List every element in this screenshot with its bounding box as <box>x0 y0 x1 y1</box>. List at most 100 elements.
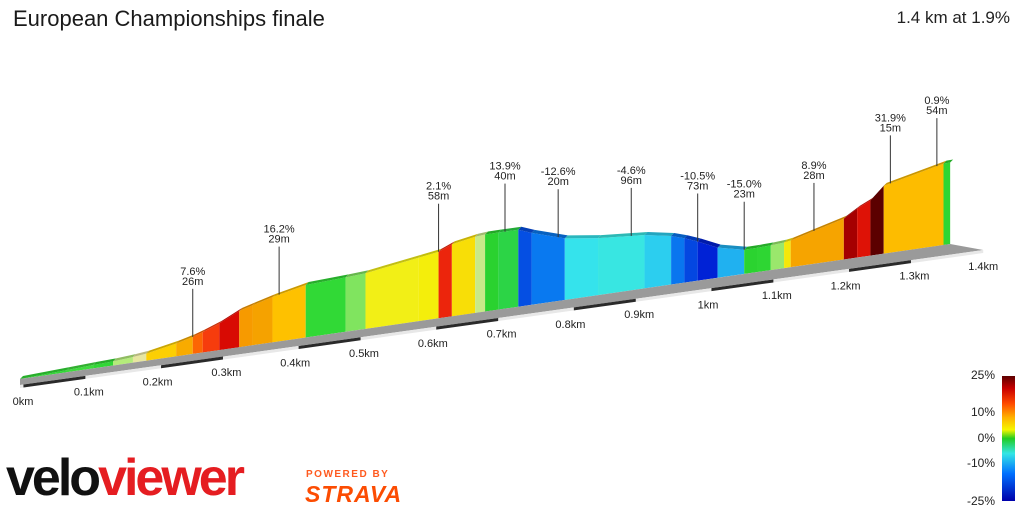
annotation-length: 28m <box>803 170 824 182</box>
gradient-segment <box>475 234 486 313</box>
gradient-segment <box>498 229 519 310</box>
annotation-grade: 7.6% <box>180 266 205 278</box>
gradient-segment <box>744 247 758 274</box>
page-title: European Championships finale <box>13 6 325 31</box>
distance-dash <box>298 337 361 349</box>
annotation-length: 54m <box>926 105 947 117</box>
gradient-segment-top <box>345 270 369 278</box>
gradient-segment-top <box>252 293 276 306</box>
annotation-length: 96m <box>621 175 642 187</box>
x-tick-label: 1.1km <box>762 290 792 302</box>
gradient-segment-top <box>475 231 489 237</box>
gradient-segment-top <box>305 274 349 285</box>
gradient-segment <box>305 277 346 338</box>
annotation-grade: -4.6% <box>617 165 646 177</box>
gradient-segment-top <box>451 233 479 245</box>
x-tick-label: 1.2km <box>831 280 861 292</box>
annotation-grade: 31.9% <box>875 112 906 124</box>
gradient-segment <box>790 218 844 268</box>
gradient-segment <box>202 323 220 353</box>
annotation-length: 29m <box>268 234 289 246</box>
x-tick-label: 1.3km <box>899 271 929 283</box>
gradient-segment-top <box>843 205 861 219</box>
annotation-grade: -15.0% <box>727 179 762 191</box>
gradient-segment-top <box>883 160 947 186</box>
gradient-segment <box>784 240 791 269</box>
gradient-segment-top <box>365 254 422 274</box>
veloviewer-logo: veloviewer <box>6 448 245 508</box>
gradient-segment <box>93 361 114 369</box>
annotation-grade: 2.1% <box>426 181 451 193</box>
gradient-segment-top <box>66 362 97 371</box>
annotation-grade: 8.9% <box>801 160 826 172</box>
logo-velo: velo <box>6 449 101 507</box>
gradient-segment-top <box>790 215 847 241</box>
annotation-length: 58m <box>428 191 449 203</box>
annotation-length: 23m <box>733 189 754 201</box>
x-tick-label: 1km <box>698 300 719 312</box>
powered-by-label: POWERED BY <box>306 469 390 480</box>
distance-dash <box>436 318 499 330</box>
gradient-segment <box>176 336 193 357</box>
annotation-length: 20m <box>547 176 568 188</box>
gradient-segment <box>219 310 240 351</box>
gradient-segment <box>943 162 951 246</box>
gradient-segment-top <box>531 229 568 239</box>
legend-tick: 10% <box>970 405 995 419</box>
gradient-segment-top <box>113 354 136 362</box>
annotation-grade: -10.5% <box>680 170 715 182</box>
gradient-segment <box>843 208 858 260</box>
gradient-segment <box>418 251 439 322</box>
gradient-segment-top <box>132 350 150 358</box>
distance-dash <box>711 279 774 292</box>
distance-dash <box>161 356 223 369</box>
x-tick-label: 0.2km <box>143 377 173 389</box>
gradient-segment <box>757 245 771 272</box>
gradient-segment-top <box>943 159 954 164</box>
gradient-segment-top <box>438 241 455 252</box>
gradient-segment <box>684 238 698 283</box>
gradient-segment-top <box>717 244 748 250</box>
route-summary: 1.4 km at 1.9% <box>896 8 1010 27</box>
gradient-segment <box>365 257 419 329</box>
gradient-segment <box>564 238 599 300</box>
x-tick-label: 0.5km <box>349 348 379 360</box>
road-base <box>20 244 984 385</box>
gradient-segment <box>644 235 672 289</box>
annotation-grade: 16.2% <box>264 224 295 236</box>
gradient-segment <box>883 163 944 254</box>
distance-dash <box>573 298 636 311</box>
logo-viewer: viewer <box>98 449 245 507</box>
gradient-segment-top <box>192 329 206 337</box>
gradient-segment-top <box>485 229 502 235</box>
gradient-segment-top <box>202 320 223 333</box>
legend-tick: 0% <box>977 431 995 445</box>
gradient-segment-top <box>239 302 256 311</box>
gradient-segment-top <box>176 333 196 344</box>
x-tick-label: 0.6km <box>418 338 448 350</box>
annotation-grade: 13.9% <box>489 161 520 173</box>
gradient-segment-top <box>757 242 774 248</box>
gradient-segment-top <box>598 232 648 239</box>
gradient-segment <box>870 185 884 256</box>
gradient-segment <box>598 235 645 296</box>
x-tick-label: 0.7km <box>487 329 517 341</box>
gradient-segment <box>531 232 565 305</box>
gradient-segment-top <box>219 307 243 324</box>
gradient-segment <box>717 247 745 278</box>
gradient-segment <box>146 343 177 361</box>
gradient-segment-top <box>870 182 887 201</box>
gradient-segment-top <box>272 281 309 297</box>
gradient-segment-top <box>784 237 794 243</box>
gradient-segment <box>857 200 871 258</box>
legend-tick: -25% <box>966 494 995 508</box>
gradient-segment-top <box>697 238 721 248</box>
gradient-segment <box>272 284 306 343</box>
gradient-segment <box>66 365 94 373</box>
gradient-legend-bar <box>1002 376 1015 501</box>
gradient-segment-top <box>564 235 602 239</box>
gradient-segment-top <box>418 248 442 258</box>
annotation-length: 15m <box>880 122 901 134</box>
legend-tick: -10% <box>966 456 995 470</box>
